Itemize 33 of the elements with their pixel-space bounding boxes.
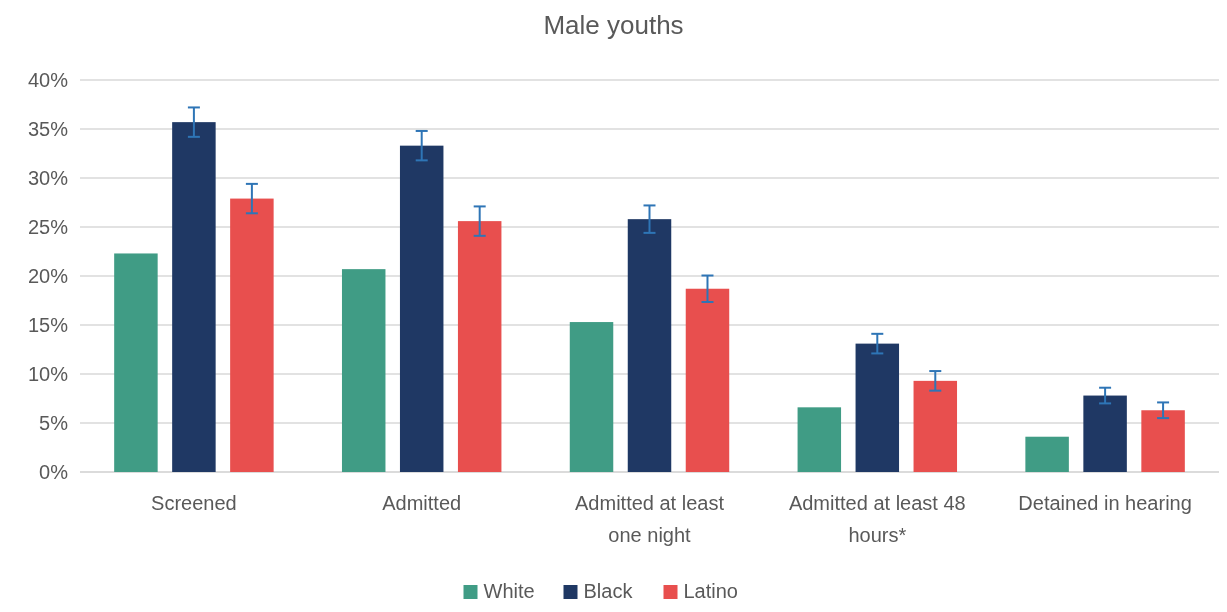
y-tick-label: 25% xyxy=(27,216,69,238)
legend-label: Latino xyxy=(683,580,738,602)
bar xyxy=(685,288,730,472)
y-tick-label: 20% xyxy=(27,265,69,287)
bar xyxy=(114,253,158,472)
bar xyxy=(797,407,842,472)
y-tick-label: 10% xyxy=(27,363,69,385)
x-tick-label: Admitted at least one night xyxy=(575,492,725,546)
legend-label: Black xyxy=(583,580,634,602)
y-tick-label: 15% xyxy=(27,314,69,336)
legend-label: White xyxy=(483,580,535,602)
bar xyxy=(172,122,216,472)
bar xyxy=(457,221,502,472)
y-tick-label: 40% xyxy=(27,69,69,91)
y-tick-label: 0% xyxy=(39,461,69,483)
x-tick-label: Detained in hearing xyxy=(1018,492,1192,514)
bar xyxy=(855,343,900,472)
y-tick-label: 35% xyxy=(27,118,69,140)
x-tick-label: Admitted at least 48 hours* xyxy=(788,492,966,546)
bar xyxy=(913,380,958,472)
bar xyxy=(1083,395,1127,472)
x-tick-label: Screened xyxy=(151,492,237,514)
bar xyxy=(341,269,386,472)
y-tick-label: 30% xyxy=(27,167,69,189)
bar xyxy=(399,145,444,472)
bar xyxy=(1141,410,1185,472)
bar xyxy=(627,219,672,472)
chart-title: Male youths xyxy=(543,10,684,40)
bar xyxy=(230,198,274,472)
x-tick-label: Admitted xyxy=(382,492,462,514)
bar xyxy=(1025,436,1069,472)
y-tick-label: 5% xyxy=(39,412,69,434)
bar xyxy=(569,322,614,472)
